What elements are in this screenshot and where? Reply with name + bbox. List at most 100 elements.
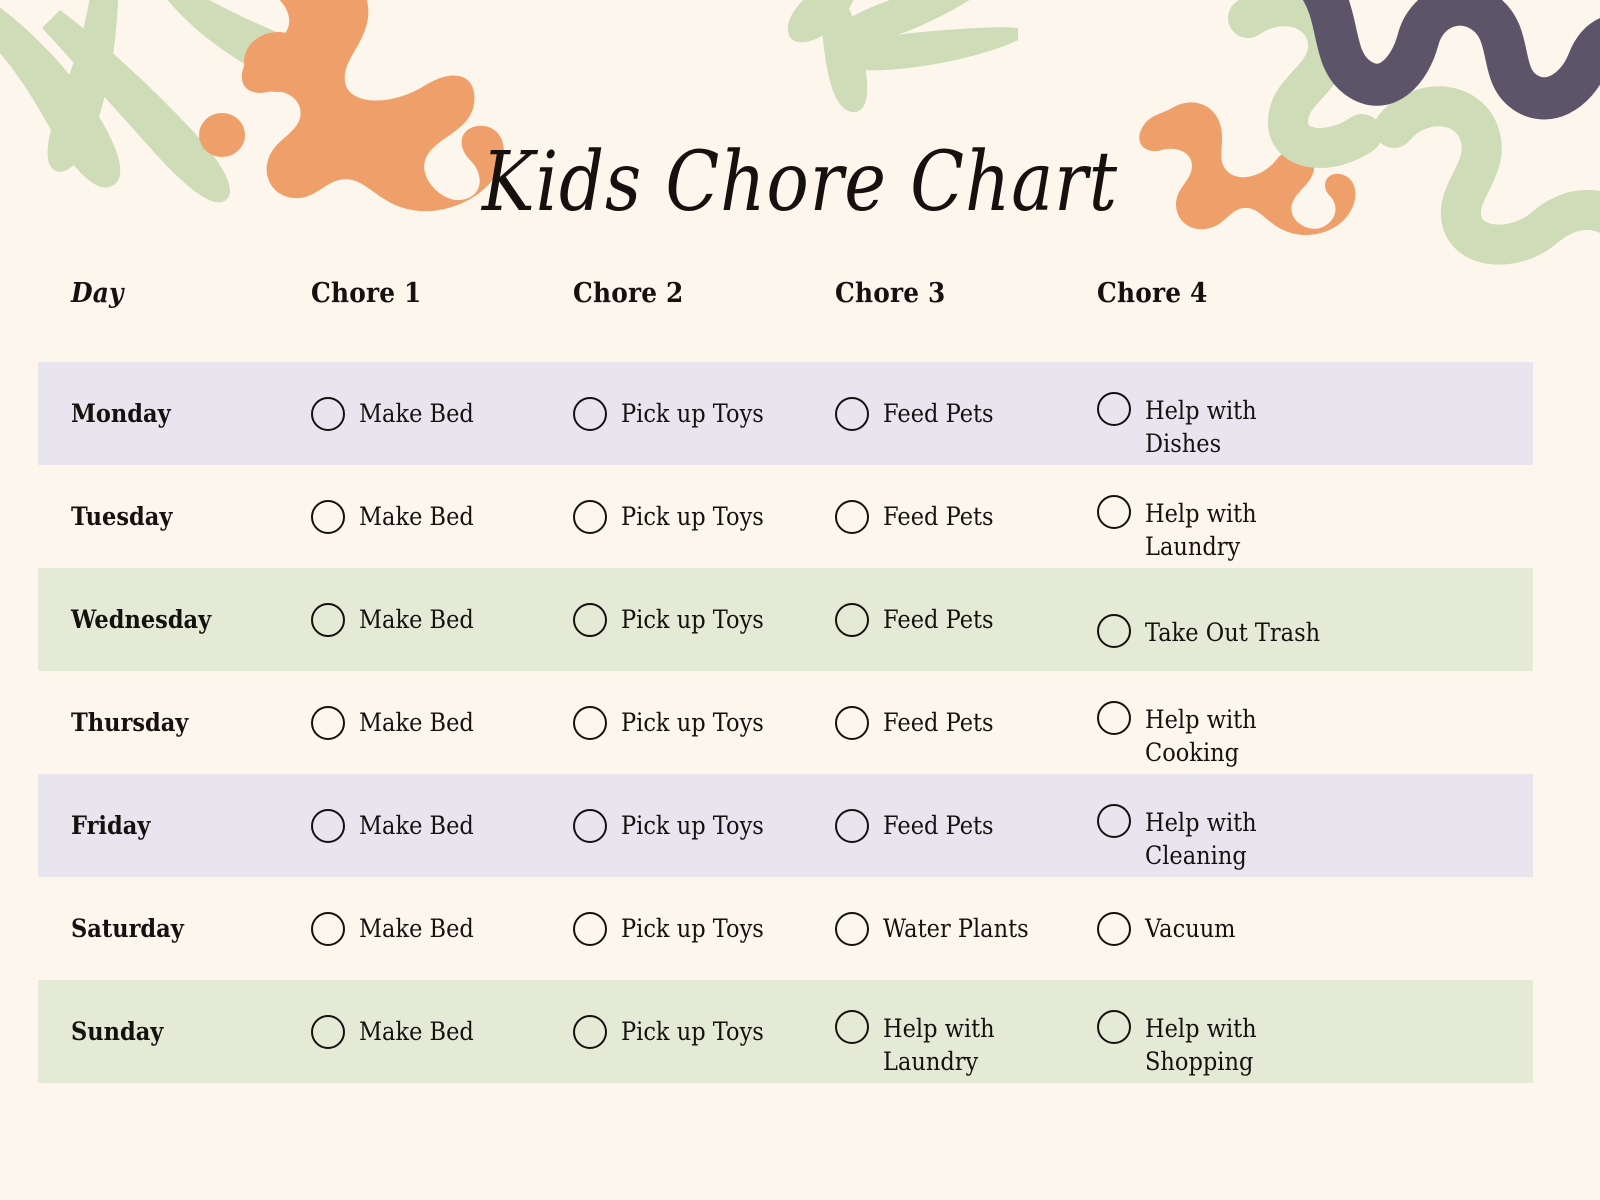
column-header-day: Day (71, 278, 124, 309)
column-header-chore3: Chore 3 (835, 278, 946, 309)
chore-label: Make Bed (359, 914, 474, 943)
chore-label: Feed Pets (883, 708, 994, 737)
chore-label: Feed Pets (883, 399, 994, 428)
chore-cell[interactable]: Help with Dishes (1097, 368, 1359, 460)
table-row: Monday Make Bed Pick up Toys Feed Pets Help … (38, 362, 1533, 465)
table-body: Monday Make Bed Pick up Toys Feed Pets Help … (38, 362, 1533, 1083)
chore-label: Help with Cleaning (1145, 807, 1257, 870)
chore-cell[interactable]: Pick up Toys (573, 499, 835, 534)
checkbox-circle-icon[interactable] (835, 499, 869, 534)
checkbox-circle-icon[interactable] (311, 602, 345, 637)
green-arrow-leaf-top-center (787, 0, 1018, 113)
chore-cell[interactable]: Take Out Trash (1097, 590, 1359, 649)
chore-label: Pick up Toys (621, 708, 764, 737)
table-row: Saturday Make Bed Pick up Toys Water Plants… (38, 877, 1533, 980)
chore-cell[interactable]: Feed Pets (835, 808, 1097, 843)
chore-cell[interactable]: Help with Cleaning (1097, 780, 1359, 872)
chore-cell[interactable]: Make Bed (311, 602, 573, 637)
checkbox-circle-icon[interactable] (311, 705, 345, 740)
chore-cell[interactable]: Pick up Toys (573, 602, 835, 637)
checkbox-circle-icon[interactable] (311, 499, 345, 534)
chore-cell[interactable]: Help with Shopping (1097, 986, 1359, 1078)
chore-cell[interactable]: Make Bed (311, 499, 573, 534)
chore-cell[interactable]: Make Bed (311, 705, 573, 740)
chore-label: Make Bed (359, 708, 474, 737)
checkbox-circle-icon[interactable] (311, 1014, 345, 1049)
chore-label: Water Plants (883, 914, 1029, 943)
checkbox-circle-icon[interactable] (1097, 494, 1131, 529)
chore-label: Help with Cooking (1145, 704, 1257, 767)
table-row: Sunday Make Bed Pick up Toys Help with Laun… (38, 980, 1533, 1083)
checkbox-circle-icon[interactable] (1097, 1009, 1131, 1044)
checkbox-circle-icon[interactable] (573, 1014, 607, 1049)
checkbox-circle-icon[interactable] (835, 602, 869, 637)
chore-cell[interactable]: Help with Cooking (1097, 677, 1359, 769)
chore-cell[interactable]: Pick up Toys (573, 705, 835, 740)
chore-label: Make Bed (359, 1017, 474, 1046)
chore-label: Feed Pets (883, 605, 994, 634)
checkbox-circle-icon[interactable] (1097, 614, 1131, 648)
column-header-chore1: Chore 1 (311, 278, 422, 309)
chore-cell[interactable]: Water Plants (835, 911, 1097, 946)
chore-cell[interactable]: Make Bed (311, 1014, 573, 1049)
day-label: Tuesday (71, 502, 173, 531)
chore-label: Help with Laundry (1145, 498, 1257, 561)
chore-label: Pick up Toys (621, 605, 764, 634)
checkbox-circle-icon[interactable] (311, 911, 345, 946)
checkbox-circle-icon[interactable] (573, 911, 607, 946)
day-label: Saturday (71, 914, 184, 943)
table-row: Wednesday Make Bed Pick up Toys Feed Pets Ta… (38, 568, 1533, 671)
checkbox-circle-icon[interactable] (835, 808, 869, 843)
chore-label: Feed Pets (883, 811, 994, 840)
day-label: Sunday (71, 1017, 164, 1046)
checkbox-circle-icon[interactable] (311, 396, 345, 431)
chore-cell[interactable]: Pick up Toys (573, 911, 835, 946)
column-header-chore2: Chore 2 (573, 278, 684, 309)
checkbox-circle-icon[interactable] (573, 808, 607, 843)
chore-label: Pick up Toys (621, 1017, 764, 1046)
chore-cell[interactable]: Pick up Toys (573, 396, 835, 431)
chore-cell[interactable]: Help with Laundry (835, 986, 1097, 1078)
chore-table: Day Chore 1 Chore 2 Chore 3 Chore 4 Mond… (38, 278, 1533, 1083)
chore-cell[interactable]: Vacuum (1097, 911, 1359, 946)
chore-label: Make Bed (359, 605, 474, 634)
chore-cell[interactable]: Pick up Toys (573, 1014, 835, 1049)
chore-cell[interactable]: Feed Pets (835, 602, 1097, 637)
checkbox-circle-icon[interactable] (835, 911, 869, 946)
chore-cell[interactable]: Make Bed (311, 911, 573, 946)
checkbox-circle-icon[interactable] (573, 499, 607, 534)
table-row: Tuesday Make Bed Pick up Toys Feed Pets Help… (38, 465, 1533, 568)
chore-cell[interactable]: Feed Pets (835, 499, 1097, 534)
checkbox-circle-icon[interactable] (1097, 911, 1131, 946)
chore-label: Take Out Trash (1145, 618, 1321, 647)
chore-label: Pick up Toys (621, 399, 764, 428)
chore-label: Make Bed (359, 502, 474, 531)
checkbox-circle-icon[interactable] (1097, 391, 1131, 426)
table-row: Thursday Make Bed Pick up Toys Feed Pets Hel… (38, 671, 1533, 774)
chore-label: Help with Dishes (1145, 395, 1257, 458)
day-label: Friday (71, 811, 151, 840)
checkbox-circle-icon[interactable] (835, 396, 869, 431)
chore-cell[interactable]: Make Bed (311, 808, 573, 843)
chore-cell[interactable]: Feed Pets (835, 705, 1097, 740)
checkbox-circle-icon[interactable] (1097, 700, 1131, 735)
chore-label: Pick up Toys (621, 811, 764, 840)
chore-label: Vacuum (1145, 914, 1236, 943)
checkbox-circle-icon[interactable] (573, 705, 607, 740)
chore-cell[interactable]: Feed Pets (835, 396, 1097, 431)
purple-squiggle-top-right (1302, 0, 1600, 120)
checkbox-circle-icon[interactable] (835, 1009, 869, 1044)
chore-label: Pick up Toys (621, 914, 764, 943)
checkbox-circle-icon[interactable] (573, 602, 607, 637)
checkbox-circle-icon[interactable] (573, 396, 607, 431)
checkbox-circle-icon[interactable] (835, 705, 869, 740)
chore-cell[interactable]: Pick up Toys (573, 808, 835, 843)
checkbox-circle-icon[interactable] (311, 808, 345, 843)
page-title: Kids Chore Chart (482, 135, 1118, 230)
chore-cell[interactable]: Help with Laundry (1097, 471, 1359, 563)
chore-label: Help with Shopping (1145, 1013, 1257, 1076)
chore-cell[interactable]: Make Bed (311, 396, 573, 431)
day-label: Monday (71, 399, 171, 428)
chore-label: Make Bed (359, 811, 474, 840)
checkbox-circle-icon[interactable] (1097, 803, 1131, 838)
